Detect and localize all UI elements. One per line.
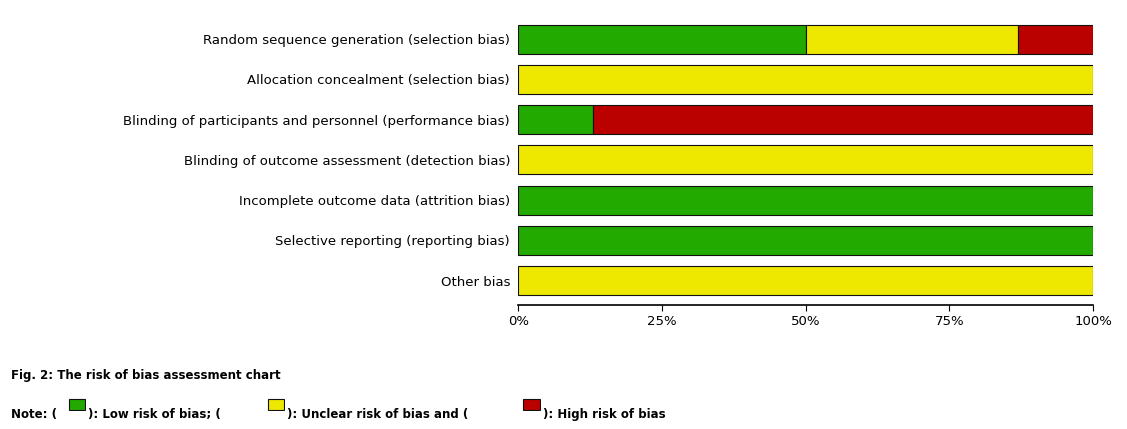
Bar (518, 24, 806, 54)
Bar (518, 266, 1093, 295)
Text: ): Unclear risk of bias and (: ): Unclear risk of bias and ( (287, 408, 469, 420)
Bar (518, 145, 1093, 174)
Text: Note: (: Note: ( (11, 408, 57, 420)
Bar (518, 105, 593, 134)
Text: Fig. 2: The risk of bias assessment chart: Fig. 2: The risk of bias assessment char… (11, 369, 281, 382)
Text: ): Low risk of bias; (: ): Low risk of bias; ( (88, 408, 221, 420)
Text: ): High risk of bias: ): High risk of bias (543, 408, 665, 420)
Bar (518, 65, 1093, 94)
Bar (518, 186, 1093, 214)
Bar (69, 399, 86, 410)
Bar (806, 24, 1019, 54)
Bar (523, 399, 540, 410)
Bar (518, 226, 1093, 255)
Bar (268, 399, 284, 410)
Bar (1019, 24, 1093, 54)
Bar (593, 105, 1093, 134)
